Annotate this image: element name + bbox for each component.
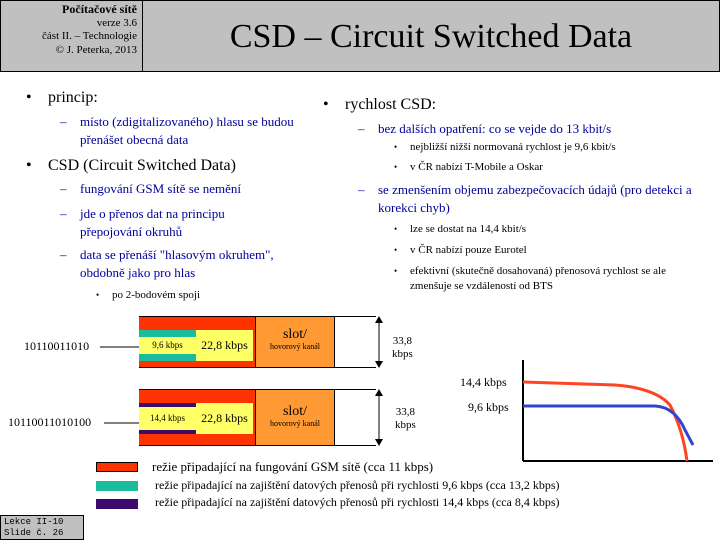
- subbullet-text: data se přenáší "hlasovým okruhem", obdo…: [80, 247, 274, 280]
- rate-label-2: 14,4 kbps: [139, 407, 196, 430]
- graph-label-9-6: 9,6 kbps: [468, 400, 509, 414]
- slot-sub-label: hovorový kanál: [270, 419, 320, 428]
- subsubbullet-text: v ČR nabízí T-Mobile a Oskar: [410, 161, 543, 173]
- subbullet-rychlost-1: – bez dalších opatření: co se vejde do 13…: [358, 121, 612, 136]
- dimension-unit: kbps: [395, 419, 416, 431]
- dimension-arrow-1: [375, 316, 383, 368]
- bullet-princip: • princip:: [26, 89, 98, 106]
- title-bar: CSD – Circuit Switched Data: [143, 0, 720, 72]
- subbullet-text: fungování GSM sítě se nemění: [80, 181, 242, 196]
- gross-rate-2: 22,8 kbps: [196, 403, 253, 434]
- legend-swatch-red: [96, 462, 138, 472]
- bullet-csd: • CSD (Circuit Switched Data): [26, 157, 236, 174]
- frame-lines-2: [139, 389, 376, 446]
- subsubbullet-rychlost-1b: • v ČR nabízí T-Mobile a Oskar: [394, 161, 543, 173]
- subsubbullet-rychlost-2a: • lze se dostat na 14,4 kbit/s: [394, 223, 527, 235]
- subbullet-csd-1: – fungování GSM sítě se nemění: [60, 181, 242, 196]
- bits-row-1: 10110011010: [24, 339, 90, 353]
- dimension-number: 33,8: [392, 335, 413, 347]
- arrow-row-1: [100, 346, 140, 348]
- bits-row-2: 10110011010100: [8, 415, 92, 429]
- purple-overhead-top-2: [139, 403, 196, 407]
- subsubbullet-text: lze se dostat na 14,4 kbit/s: [410, 223, 527, 235]
- course-part: část II. – Technologie: [42, 30, 137, 42]
- speed-distance-graph: [522, 360, 713, 462]
- dimension-label-1: 33,8 kbps: [392, 335, 413, 361]
- subsubbullet-rychlost-2b: • v ČR nabízí pouze Eurotel: [394, 244, 527, 256]
- course-title: Počítačové sítě: [62, 2, 137, 16]
- course-copyright: © J. Peterka, 2013: [55, 43, 137, 56]
- subbullet-rychlost-2: – se zmenšením objemu zabezpečovacích úda…: [358, 182, 692, 215]
- slot-sub-label: hovorový kanál: [270, 342, 320, 351]
- subbullet-text: místo (zdigitalizovaného) hlasu se budou…: [80, 114, 294, 147]
- subbullet-text: se zmenšením objemu zabezpečovacích údaj…: [378, 182, 692, 215]
- dimension-unit: kbps: [392, 348, 413, 360]
- slot-label: slot/: [282, 327, 308, 342]
- footer-lesson: Lekce II-10: [4, 517, 64, 527]
- slide-title: CSD – Circuit Switched Data: [229, 18, 633, 55]
- subsubbullet-text: nejbližší nižší normovaná rychlost je 9,…: [410, 141, 616, 153]
- slot-box-1: slot/hovorový kanál: [255, 316, 335, 368]
- subsubbullet-text: efektivní (skutečně dosahovaná) přenosov…: [410, 265, 666, 292]
- bullet-rychlost: • rychlost CSD:: [323, 96, 437, 113]
- slot-label: slot/: [282, 404, 308, 419]
- course-version: verze 3.6: [96, 16, 137, 29]
- slot-box-2: slot/hovorový kanál: [255, 389, 335, 446]
- dimension-label-2: 33,8 kbps: [395, 406, 416, 432]
- subbullet-csd-2: – jde o přenos dat na principu přepojován…: [60, 206, 225, 239]
- bullet-rychlost-text: rychlost CSD:: [345, 96, 437, 113]
- legend-text-purple: režie připadající na zajištění datových …: [155, 495, 560, 509]
- subbullet-csd-3: – data se přenáší "hlasovým okruhem", obd…: [60, 247, 274, 280]
- slide-footer: Lekce II-10 Slide č. 26: [0, 515, 84, 540]
- subsubbullet-rychlost-2c: • efektivní (skutečně dosahovaná) přenoso…: [394, 265, 666, 292]
- rate-label-1: 9,6 kbps: [139, 337, 196, 354]
- subbullet-text: jde o přenos dat na principu přepojování…: [80, 206, 225, 239]
- dimension-arrow-2: [375, 389, 383, 446]
- subbullet-text: bez dalších opatření: co se vejde do 13 …: [378, 121, 612, 136]
- legend-text-teal: režie připadající na zajištění datových …: [155, 478, 560, 492]
- teal-overhead-bottom-1: [139, 354, 196, 361]
- graph-label-14-4: 14,4 kbps: [460, 375, 507, 389]
- bullet-csd-text: CSD (Circuit Switched Data): [48, 157, 236, 174]
- footer-slide-number: Slide č. 26: [4, 528, 64, 538]
- legend-swatch-purple: [96, 499, 138, 509]
- gross-rate-1: 22,8 kbps: [196, 330, 253, 361]
- legend-swatch-teal: [96, 481, 138, 491]
- dimension-number: 33,8: [395, 406, 416, 418]
- purple-overhead-bottom-2: [139, 430, 196, 434]
- bullet-princip-text: princip:: [48, 89, 98, 106]
- arrow-row-2: [104, 422, 140, 424]
- curve-9-6: [523, 404, 695, 446]
- curve-14-4: [522, 380, 689, 462]
- frame-lines-1: [139, 316, 376, 368]
- subsubbullet-text: po 2-bodovém spoji: [112, 289, 200, 301]
- subsubbullet-text: v ČR nabízí pouze Eurotel: [410, 244, 527, 256]
- subsubbullet-csd-1: • po 2-bodovém spoji: [96, 289, 200, 301]
- teal-overhead-top-1: [139, 330, 196, 337]
- subbullet-princip-1: – místo (zdigitalizovaného) hlasu se budo…: [60, 114, 294, 147]
- subsubbullet-rychlost-1a: • nejbližší nižší normovaná rychlost je 9…: [394, 141, 616, 153]
- legend-text-red: režie připadající na fungování GSM sítě …: [152, 459, 434, 474]
- course-info-box: Počítačové sítě verze 3.6 část II. – Tec…: [0, 0, 143, 72]
